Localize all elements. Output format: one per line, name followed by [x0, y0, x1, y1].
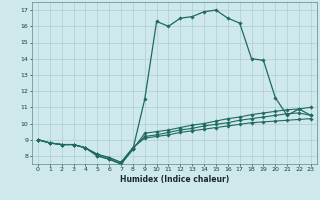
X-axis label: Humidex (Indice chaleur): Humidex (Indice chaleur) — [120, 175, 229, 184]
